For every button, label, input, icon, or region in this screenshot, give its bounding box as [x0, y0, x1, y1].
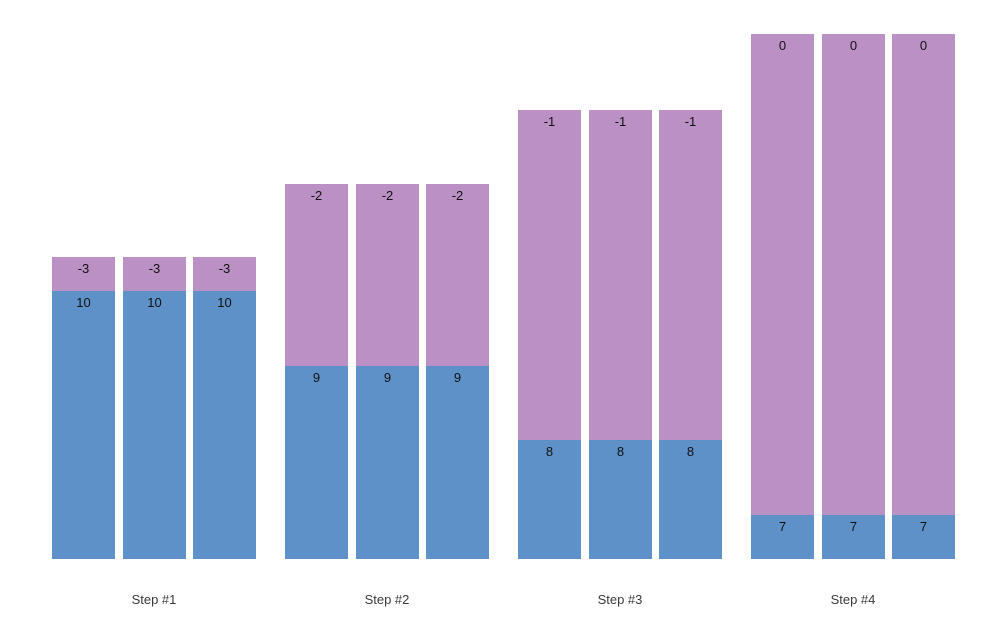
bar: -1 8 — [518, 110, 581, 559]
top-segment-value-label: -2 — [381, 188, 394, 203]
bar: -3 10 — [52, 257, 115, 559]
bottom-segment: 8 — [589, 440, 652, 559]
bottom-segment: 8 — [518, 440, 581, 559]
bottom-segment: 9 — [285, 366, 348, 559]
bottom-segment-value-label: 9 — [312, 370, 321, 385]
bottom-segment-value-label: 7 — [849, 519, 858, 534]
step-label: Step #3 — [597, 592, 643, 607]
step-label: Step #1 — [131, 592, 177, 607]
bottom-segment: 9 — [426, 366, 489, 559]
top-segment-value-label: 0 — [919, 38, 928, 53]
top-segment: -3 — [193, 257, 256, 291]
top-segment: -1 — [518, 110, 581, 440]
top-segment-value-label: -3 — [77, 261, 90, 276]
top-segment-value-label: -1 — [543, 114, 556, 129]
top-segment: 0 — [751, 34, 814, 515]
bottom-segment: 7 — [822, 515, 885, 559]
bottom-segment: 7 — [892, 515, 955, 559]
bottom-segment: 8 — [659, 440, 722, 559]
top-segment-value-label: -3 — [148, 261, 161, 276]
top-segment: -3 — [123, 257, 186, 291]
top-segment-value-label: -1 — [684, 114, 697, 129]
bottom-segment: 10 — [193, 291, 256, 559]
bar: -1 8 — [659, 110, 722, 559]
top-segment: -2 — [285, 184, 348, 366]
top-segment: -1 — [659, 110, 722, 440]
bottom-segment-value-label: 10 — [217, 295, 232, 310]
top-segment-value-label: -2 — [310, 188, 323, 203]
bottom-segment-value-label: 8 — [616, 444, 625, 459]
bar: -1 8 — [589, 110, 652, 559]
bottom-segment-value-label: 10 — [147, 295, 162, 310]
top-segment: -2 — [426, 184, 489, 366]
bar: -2 9 — [285, 184, 348, 559]
top-segment: 0 — [892, 34, 955, 515]
bottom-segment-value-label: 7 — [778, 519, 787, 534]
bar: -2 9 — [356, 184, 419, 559]
bottom-segment-value-label: 9 — [453, 370, 462, 385]
bottom-segment-value-label: 7 — [919, 519, 928, 534]
step-label: Step #4 — [830, 592, 876, 607]
top-segment-value-label: 0 — [849, 38, 858, 53]
bar: -3 10 — [123, 257, 186, 559]
top-segment-value-label: -1 — [614, 114, 627, 129]
bottom-segment-value-label: 8 — [545, 444, 554, 459]
top-segment-value-label: -2 — [451, 188, 464, 203]
bottom-segment: 7 — [751, 515, 814, 559]
bottom-segment: 9 — [356, 366, 419, 559]
top-segment: -1 — [589, 110, 652, 440]
bottom-segment-value-label: 10 — [76, 295, 91, 310]
top-segment: -2 — [356, 184, 419, 366]
top-segment: 0 — [822, 34, 885, 515]
top-segment: -3 — [52, 257, 115, 291]
step-label: Step #2 — [364, 592, 410, 607]
bottom-segment: 10 — [123, 291, 186, 559]
bottom-segment-value-label: 9 — [383, 370, 392, 385]
bar: -3 10 — [193, 257, 256, 559]
top-segment-value-label: -3 — [218, 261, 231, 276]
bottom-segment: 10 — [52, 291, 115, 559]
top-segment-value-label: 0 — [778, 38, 787, 53]
bottom-segment-value-label: 8 — [686, 444, 695, 459]
bar: -2 9 — [426, 184, 489, 559]
